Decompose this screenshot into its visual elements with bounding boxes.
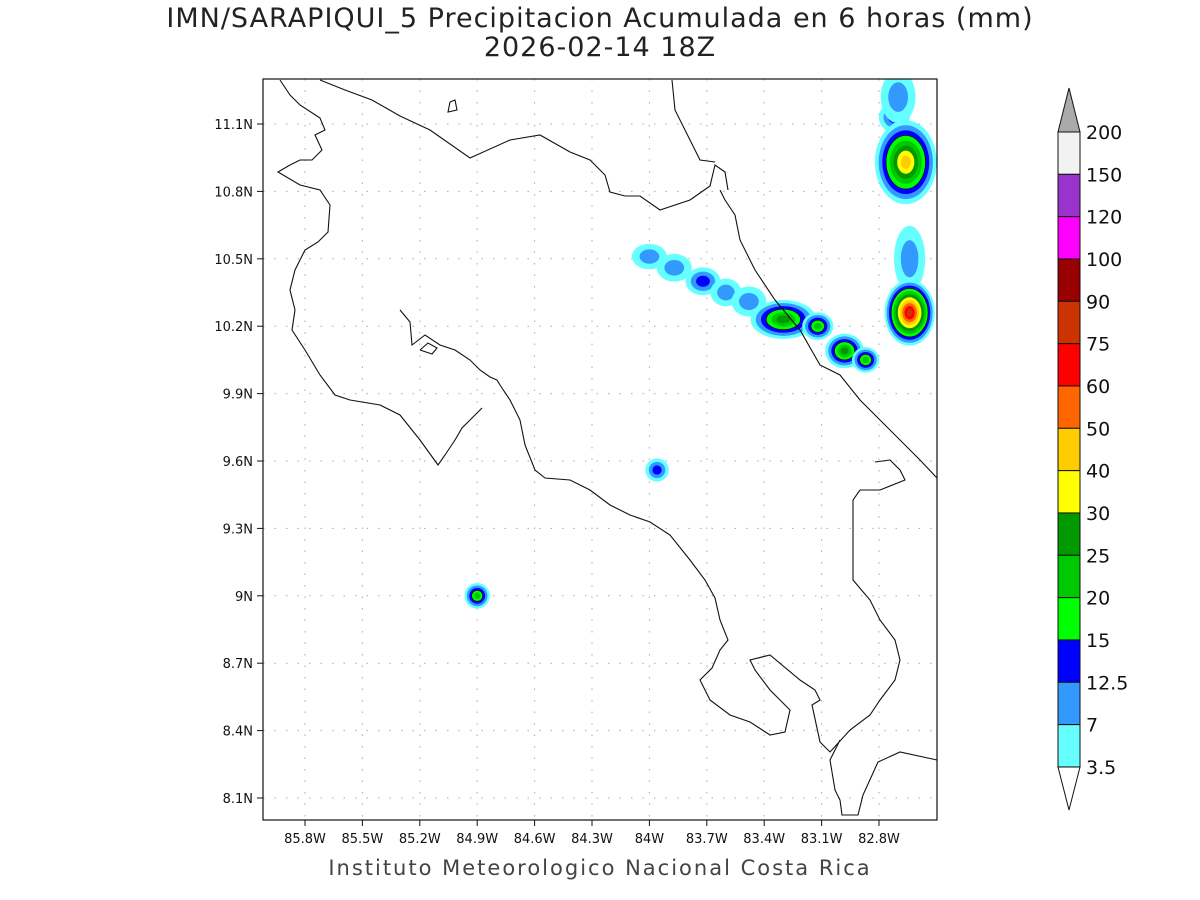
lat-tick-label: 8.4N: [223, 725, 253, 740]
precip-contour: [840, 347, 849, 355]
nicaragua-border: [319, 79, 729, 211]
colorbar-label: 50: [1086, 418, 1110, 440]
lon-tick-label: 83.7W: [686, 832, 728, 847]
lat-tick-label: 10.8N: [214, 185, 253, 200]
colorbar-swatch: [1057, 343, 1081, 387]
lat-tick-label: 10.5N: [214, 253, 253, 268]
lat-tick-label: 8.7N: [223, 657, 253, 672]
lon-tick-label: 84.3W: [571, 832, 613, 847]
colorbar-label: 40: [1086, 461, 1110, 483]
precip-contour: [906, 308, 913, 317]
burica-peninsula: [829, 739, 938, 816]
map-frame: [262, 78, 938, 821]
nicaragua-caribbean-coast: [671, 79, 716, 163]
lat-tick-label: 10.2N: [214, 320, 253, 335]
precip-contour: [888, 82, 909, 112]
colorbar-label: 150: [1086, 164, 1122, 186]
precip-contour: [776, 315, 791, 324]
lat-tick-label: 9N: [235, 590, 253, 605]
lon-tick-label: 83.1W: [801, 832, 843, 847]
colorbar-swatch: [1057, 597, 1081, 641]
axis-labels: 85.8W 85.5W 85.2W 84.9W 84.6W 84.3W 84W 83.7W 83…: [214, 118, 900, 847]
colorbar-swatch: [1057, 470, 1081, 514]
lon-tick-label: 85.2W: [399, 832, 441, 847]
gulf-of-nicoya: [399, 309, 906, 753]
coastline-pacific-north: [276, 79, 483, 466]
map-title: IMN/SARAPIQUI_5 Precipitacion Acumulada …: [166, 3, 1034, 34]
lat-tick-label: 8.1N: [223, 792, 253, 807]
colorbar-swatch: [1057, 385, 1081, 429]
precip-contour: [717, 284, 735, 301]
colorbar-swatch: [1057, 258, 1081, 302]
colorbar-label: 60: [1086, 376, 1110, 398]
colorbar-swatch: [1057, 639, 1081, 683]
colorbar-label: 200: [1086, 122, 1122, 144]
graticule: [263, 79, 937, 820]
chira-island: [419, 342, 438, 355]
colorbar-label: 12.5: [1086, 672, 1128, 694]
precip-contour: [696, 275, 710, 287]
precip-contour: [739, 293, 759, 310]
lon-tick-label: 84.9W: [456, 832, 498, 847]
lat-tick-label: 9.3N: [223, 522, 253, 537]
lat-tick-label: 9.9N: [223, 388, 253, 403]
lon-tick-label: 85.5W: [341, 832, 383, 847]
precip-contour: [862, 356, 869, 364]
colorbar-swatch: [1057, 300, 1081, 345]
lon-tick-label: 85.8W: [284, 832, 326, 847]
coastlines: [276, 79, 938, 816]
colorbar-label: 15: [1086, 630, 1110, 652]
colorbar-swatch: [1057, 173, 1081, 218]
precip-contour: [813, 322, 822, 330]
credit-text: Instituto Meteorologico Nacional Costa R…: [328, 856, 872, 880]
colorbar-label: 7: [1086, 715, 1098, 737]
colorbar-swatch: [1057, 216, 1081, 260]
precip-contour: [900, 155, 911, 169]
lon-tick-label: 84W: [635, 832, 665, 847]
colorbar-label: 120: [1086, 207, 1122, 229]
map-datetime: 2026-02-14 18Z: [483, 32, 717, 63]
colorbar-swatch: [1057, 681, 1081, 726]
precip-contour: [652, 465, 662, 475]
colorbar-swatch: [1057, 724, 1081, 768]
lon-tick-label: 82.8W: [858, 832, 900, 847]
precip-contour: [664, 259, 685, 276]
lake-island: [447, 99, 458, 113]
colorbar-swatch: [1057, 131, 1081, 175]
colorbar-swatch: [1057, 554, 1081, 599]
precip-contour: [474, 592, 481, 599]
colorbar-swatch: [1057, 427, 1081, 472]
precip-contour: [900, 240, 919, 278]
precip-contour: [639, 249, 660, 264]
colorbar-label: 75: [1086, 334, 1110, 356]
colorbar-label: 25: [1086, 545, 1110, 567]
lon-tick-label: 84.6W: [514, 832, 556, 847]
colorbar-label: 100: [1086, 249, 1122, 271]
colorbar: 200 150 120 100 90 75 60 50 40 30 25 20 15 12.5 7 3.5: [1057, 87, 1128, 811]
lat-tick-label: 9.6N: [223, 455, 253, 470]
precipitation-layer: [464, 79, 937, 609]
colorbar-label: 90: [1086, 291, 1110, 313]
lat-tick-label: 11.1N: [214, 118, 253, 133]
colorbar-under-triangle: [1057, 766, 1081, 811]
colorbar-swatch: [1057, 512, 1081, 556]
caribbean-coast: [719, 189, 938, 479]
lon-tick-label: 83.4W: [743, 832, 785, 847]
colorbar-label: 30: [1086, 503, 1110, 525]
colorbar-label: 20: [1086, 588, 1110, 610]
colorbar-over-triangle: [1057, 87, 1081, 133]
colorbar-label: 3.5: [1086, 757, 1116, 779]
